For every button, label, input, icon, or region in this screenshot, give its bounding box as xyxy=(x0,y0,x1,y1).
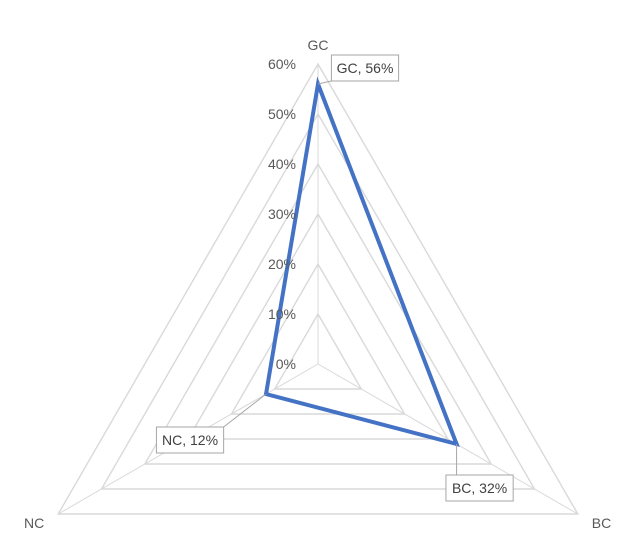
series-line xyxy=(263,76,460,447)
data-label-leader xyxy=(223,393,267,428)
axis-spoke xyxy=(317,363,579,515)
tick-label: 0% xyxy=(276,356,296,372)
tick-label: 10% xyxy=(268,306,296,322)
data-label-box xyxy=(445,474,514,502)
category-label: BC xyxy=(592,515,611,531)
radar-axes xyxy=(57,64,579,515)
grid-ring xyxy=(100,112,536,490)
data-label: GC, 56% xyxy=(337,60,394,76)
category-labels: GC BC NC xyxy=(24,37,611,531)
data-label-box xyxy=(330,54,400,82)
tick-label: 50% xyxy=(268,106,296,122)
data-labels: GC, 56% BC, 32% NC, 12% xyxy=(155,54,514,502)
data-label: NC, 12% xyxy=(162,432,218,448)
tick-label: 40% xyxy=(268,156,296,172)
grid-ring xyxy=(56,62,580,515)
grid-ring xyxy=(186,212,450,440)
tick-label: 60% xyxy=(268,56,296,72)
data-label-box xyxy=(155,426,225,454)
category-label: NC xyxy=(24,515,44,531)
tick-labels: 0% 10% 20% 30% 40% 50% 60% xyxy=(268,56,296,372)
data-label: BC, 32% xyxy=(452,480,507,496)
data-label-leader xyxy=(317,80,332,85)
tick-label: 30% xyxy=(268,206,296,222)
category-label: GC xyxy=(308,37,329,53)
grid-ring xyxy=(273,312,363,390)
tick-label: 20% xyxy=(268,256,296,272)
